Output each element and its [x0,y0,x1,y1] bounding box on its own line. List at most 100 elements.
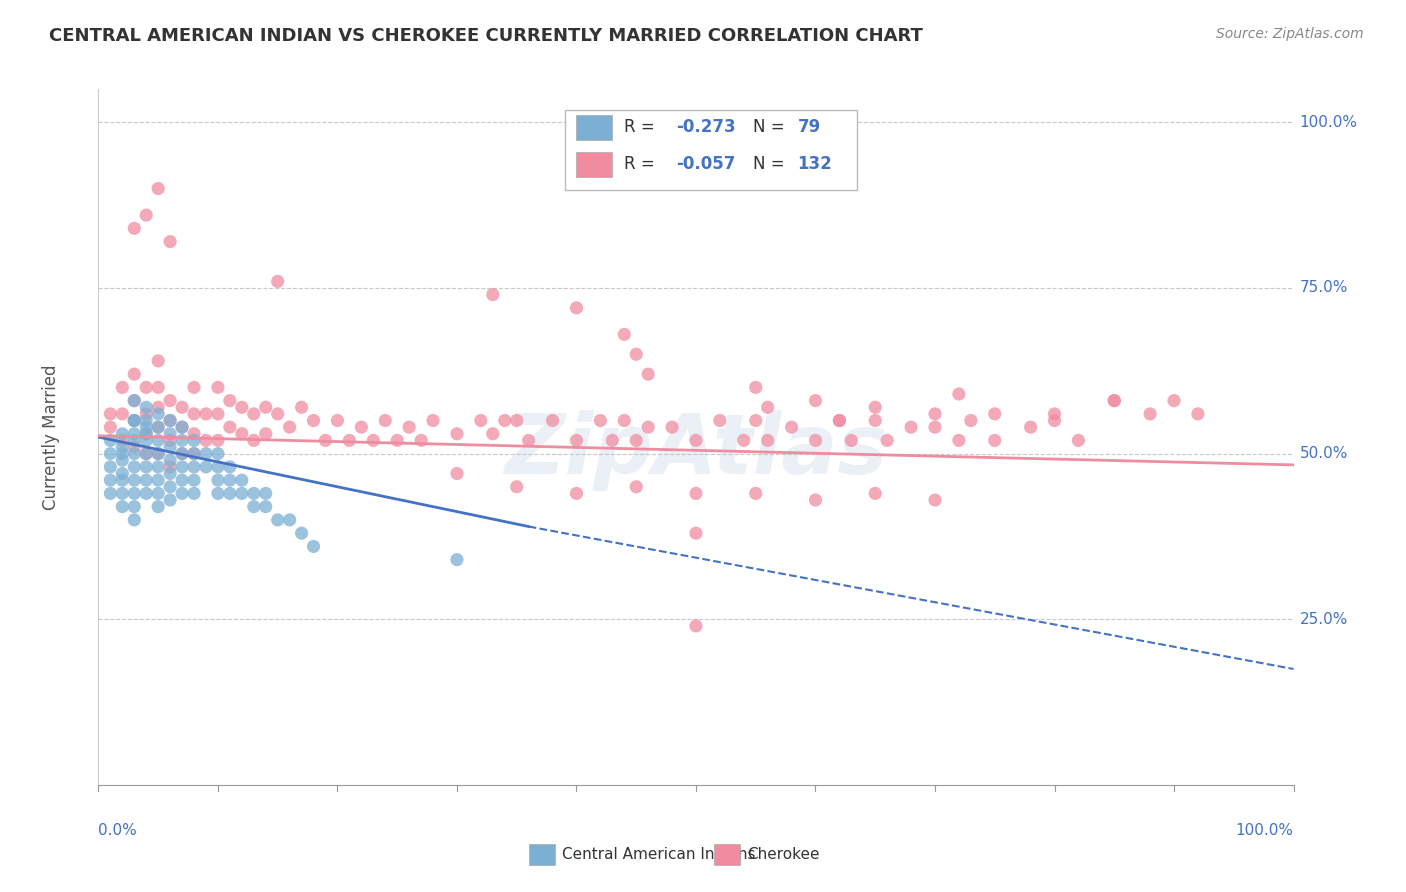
Point [613,327,636,342]
Point [111,426,134,441]
Point [111,447,134,461]
Point [948,387,970,401]
Point [804,434,827,448]
FancyBboxPatch shape [529,844,555,865]
Point [828,413,851,427]
Point [111,467,134,481]
Point [207,380,229,394]
Point [124,459,146,474]
Point [446,426,468,441]
Point [302,540,325,554]
Point [124,440,146,454]
Point [148,434,170,448]
Point [124,413,146,427]
Point [278,420,301,434]
Text: Central American Indians: Central American Indians [562,847,755,862]
Point [124,513,146,527]
Point [685,526,707,541]
Point [422,413,444,427]
Point [135,208,157,222]
Point [243,434,266,448]
Point [148,420,170,434]
Point [135,407,157,421]
Point [207,473,229,487]
Point [626,347,648,361]
Point [135,401,157,415]
Point [745,380,768,394]
Point [195,434,218,448]
Point [124,434,146,448]
Text: ZipAtlas: ZipAtlas [505,410,887,491]
Point [470,413,492,427]
Point [243,407,266,421]
Point [494,413,516,427]
Point [159,235,181,249]
Text: CENTRAL AMERICAN INDIAN VS CHEROKEE CURRENTLY MARRIED CORRELATION CHART: CENTRAL AMERICAN INDIAN VS CHEROKEE CURR… [49,27,924,45]
Point [172,401,194,415]
Point [804,493,827,508]
Point [865,486,887,500]
Point [124,393,146,408]
Point [183,380,205,394]
Point [98,447,122,461]
Text: 0.0%: 0.0% [98,823,138,838]
Text: -0.057: -0.057 [676,155,735,173]
Point [159,480,181,494]
Point [159,493,181,508]
Point [267,513,290,527]
Point [231,486,253,500]
Point [876,434,898,448]
Point [565,434,588,448]
Point [984,434,1007,448]
Point [780,420,803,434]
Point [135,420,157,434]
Point [135,380,157,394]
Point [148,420,170,434]
Text: -0.273: -0.273 [676,119,735,136]
Point [135,434,157,448]
Point [207,447,229,461]
Point [111,486,134,500]
Point [183,459,205,474]
Point [98,420,122,434]
Point [385,434,409,448]
Point [267,274,290,288]
Point [219,393,242,408]
Point [195,459,218,474]
Point [517,434,540,448]
Point [924,407,946,421]
Point [159,426,181,441]
Point [183,434,205,448]
Point [626,480,648,494]
Point [159,434,181,448]
Point [111,473,134,487]
Point [506,480,529,494]
Point [278,513,301,527]
Point [828,413,851,427]
Text: R =: R = [624,119,661,136]
Point [98,473,122,487]
Point [159,453,181,467]
Point [254,426,277,441]
Point [159,467,181,481]
Point [254,500,277,514]
Point [685,434,707,448]
Point [602,434,624,448]
Point [207,407,229,421]
Point [135,447,157,461]
Point [900,420,922,434]
Point [326,413,349,427]
Text: Cherokee: Cherokee [748,847,820,862]
Point [637,420,659,434]
Point [98,407,122,421]
Point [124,393,146,408]
Point [135,447,157,461]
Point [219,459,242,474]
Point [111,407,134,421]
Text: Source: ZipAtlas.com: Source: ZipAtlas.com [1216,27,1364,41]
Point [135,426,157,441]
Point [315,434,337,448]
Point [745,413,768,427]
Point [1139,407,1161,421]
Text: 79: 79 [797,119,821,136]
